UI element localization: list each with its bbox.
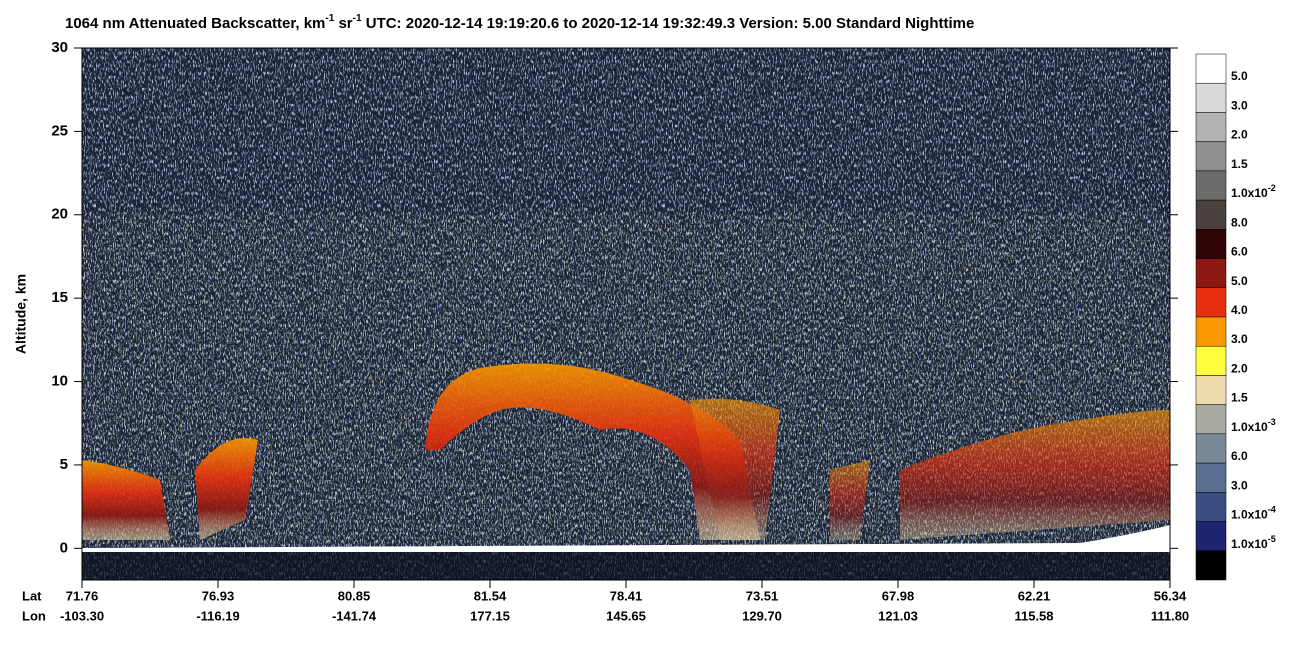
colorbar-swatch: [1195, 316, 1227, 347]
colorbar-swatch: [1195, 462, 1227, 493]
colorbar-label: 5.0: [1231, 274, 1248, 288]
colorbar-label-text: 1.0x10: [1231, 186, 1268, 200]
row-label: Lat: [22, 588, 42, 603]
colorbar-label-exponent: -2: [1268, 183, 1276, 193]
colorbar-swatch: [1195, 112, 1227, 142]
colorbar-swatch: [1195, 258, 1227, 289]
row-label: Lon: [22, 608, 46, 623]
colorbar-swatch: [1195, 521, 1227, 552]
lon-label: 121.03: [878, 608, 918, 623]
lat-label: 56.34: [1154, 588, 1187, 603]
plot-area: [81, 47, 1171, 581]
lon-label: -103.30: [60, 608, 104, 623]
lat-label: 67.98: [882, 588, 915, 603]
colorbar-swatch: [1195, 199, 1227, 230]
y-axis-label: Altitude, km: [13, 274, 29, 354]
colorbar-label-text: 1.5: [1231, 391, 1248, 405]
colorbar-label: 1.0x10-4: [1231, 505, 1276, 522]
lat-label: 81.54: [474, 588, 507, 603]
lat-label: 62.21: [1018, 588, 1051, 603]
colorbar-label-text: 1.5: [1231, 157, 1248, 171]
lat-label: 78.41: [610, 588, 643, 603]
colorbar-label-text: 8.0: [1231, 216, 1248, 230]
lat-label: 80.85: [338, 588, 371, 603]
y-tick-label: 25: [51, 122, 68, 139]
y-tick-label: 30: [51, 39, 68, 56]
lon-label: 177.15: [470, 608, 510, 623]
colorbar-label: 1.5: [1231, 157, 1248, 171]
y-tick-label: 15: [51, 289, 68, 306]
colorbar-label-text: 3.0: [1231, 99, 1248, 113]
y-tick-label: 5: [60, 456, 68, 473]
lat-label: 76.93: [202, 588, 235, 603]
colorbar-swatch: [1195, 345, 1227, 376]
title-superscript: -1: [325, 13, 334, 24]
colorbar-label: 3.0: [1231, 479, 1248, 493]
colorbar-label: 5.0: [1231, 69, 1248, 83]
colorbar-swatch: [1195, 375, 1227, 405]
lon-label: 111.80: [1151, 608, 1189, 623]
lat-label: 71.76: [66, 588, 99, 603]
colorbar-swatch: [1195, 82, 1227, 113]
colorbar-label: 4.0: [1231, 303, 1248, 317]
colorbar-label-text: 4.0: [1231, 303, 1248, 317]
colorbar-swatch: [1195, 170, 1227, 201]
colorbar-label: 2.0: [1231, 362, 1248, 376]
colorbar-label: 6.0: [1231, 245, 1248, 259]
title-text: 1064 nm Attenuated Backscatter, km: [65, 15, 325, 32]
chart-title: 1064 nm Attenuated Backscatter, km-1 sr-…: [65, 13, 974, 32]
lon-label: 115.58: [1014, 608, 1053, 623]
colorbar-label-exponent: -5: [1268, 534, 1276, 544]
colorbar-label: 8.0: [1231, 216, 1248, 230]
colorbar-swatch: [1195, 404, 1227, 435]
colorbar-label: 1.0x10-5: [1231, 534, 1276, 551]
colorbar-label-exponent: -3: [1268, 417, 1276, 427]
colorbar-label-text: 2.0: [1231, 128, 1248, 142]
colorbar-label: 1.0x10-2: [1231, 183, 1276, 200]
colorbar-swatch: [1195, 229, 1227, 259]
colorbar-label-text: 6.0: [1231, 449, 1248, 463]
y-tick-label: 0: [60, 539, 68, 556]
colorbar-label: 1.0x10-3: [1231, 417, 1276, 434]
colorbar-label: 3.0: [1231, 99, 1248, 113]
colorbar-swatch: [1195, 550, 1227, 581]
colorbar-label: 1.5: [1231, 391, 1248, 405]
colorbar-swatch: [1195, 141, 1227, 172]
title-superscript: -1: [353, 13, 362, 24]
colorbar-label-text: 1.0x10: [1231, 508, 1268, 522]
surface: [82, 525, 1170, 552]
cloud-layer: [82, 363, 1170, 540]
colorbar-swatch: [1195, 492, 1227, 522]
y-tick-label: 10: [51, 373, 68, 390]
subsurface: [82, 552, 1170, 580]
colorbar-label-text: 6.0: [1231, 245, 1248, 259]
colorbar-label-text: 1.0x10: [1231, 420, 1268, 434]
colorbar-swatch: [1195, 53, 1227, 84]
colorbar-label-text: 3.0: [1231, 479, 1248, 493]
lon-label: -116.19: [196, 608, 239, 623]
lon-label: 145.65: [606, 608, 646, 623]
lon-label: 129.70: [742, 608, 782, 623]
y-tick-label: 20: [51, 206, 68, 223]
colorbar-label-exponent: -4: [1268, 505, 1276, 515]
colorbar-label: 2.0: [1231, 128, 1248, 142]
colorbar-label-text: 5.0: [1231, 274, 1248, 288]
colorbar-label-text: 2.0: [1231, 362, 1248, 376]
colorbar-swatch: [1195, 287, 1227, 318]
colorbar-label: 6.0: [1231, 449, 1248, 463]
title-text: UTC: 2020-12-14 19:19:20.6 to 2020-12-14…: [362, 15, 975, 32]
lat-label: 73.51: [746, 588, 779, 603]
colorbar-label-text: 3.0: [1231, 332, 1248, 346]
colorbar-label-text: 1.0x10: [1231, 537, 1268, 551]
colorbar-label-text: 5.0: [1231, 69, 1248, 83]
title-text: sr: [334, 15, 353, 32]
colorbar-label: 3.0: [1231, 332, 1248, 346]
colorbar-swatch: [1195, 433, 1227, 464]
lon-label: -141.74: [332, 608, 377, 623]
